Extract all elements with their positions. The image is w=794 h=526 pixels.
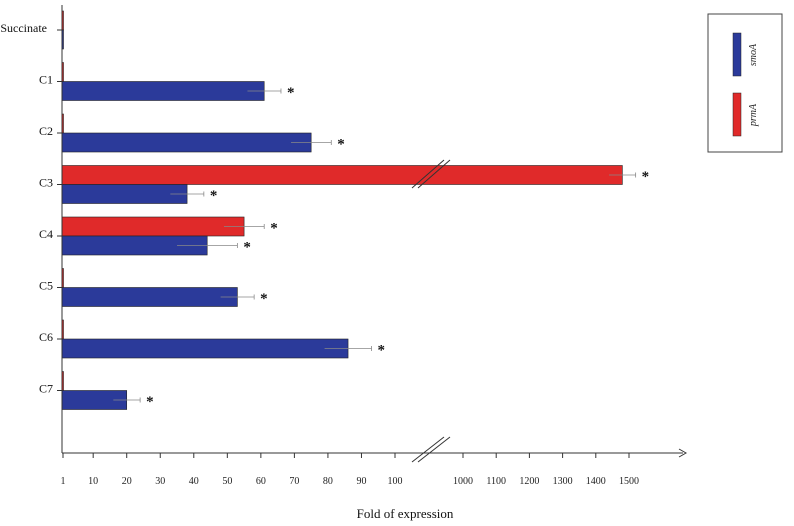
x-tick-label: 1400 (586, 476, 606, 487)
significance-star: * (337, 137, 345, 153)
smoa-bar (61, 132, 312, 153)
x-tick-label: 1300 (553, 476, 573, 487)
significance-star: * (287, 85, 295, 101)
category-label: C6 (39, 330, 53, 344)
smoa-bar (61, 81, 265, 101)
labels-layer: Succinate C1 * C2 * C3 * * C4 * * C5 * C6 * C7 * (0, 21, 649, 410)
x-tick-label: 30 (155, 476, 165, 487)
category-label: C2 (39, 124, 53, 138)
x-tick-label: 70 (289, 476, 299, 487)
prma-bar (61, 216, 245, 237)
legend: smoA prmA (707, 13, 783, 153)
smoa-bar (61, 184, 188, 204)
x-tick-label: 40 (189, 476, 199, 487)
significance-star: * (260, 291, 268, 307)
x-tick-label: 20 (122, 476, 132, 487)
x-tick-label: 80 (323, 476, 333, 487)
x-axis-title: Fold of expression (357, 506, 454, 521)
significance-star: * (146, 394, 154, 410)
bars-layer (61, 10, 637, 410)
significance-star: * (270, 221, 278, 237)
x-tick-label: 10 (88, 476, 98, 487)
category-label: C3 (39, 176, 53, 190)
significance-star: * (210, 188, 218, 204)
category-label: C4 (39, 227, 53, 241)
x-tick-label: 1100 (486, 476, 506, 487)
smoa-bar (61, 338, 349, 359)
smoa-legend-label: smoA (748, 43, 759, 66)
x-axis-arrow (678, 448, 688, 458)
category-label: C5 (39, 279, 53, 293)
smoa-bar (61, 287, 238, 307)
significance-star: * (243, 240, 251, 256)
prma-legend-swatch (732, 92, 742, 137)
x-tick-label: 1200 (519, 476, 539, 487)
category-label: C7 (39, 382, 53, 396)
axis-break-mark-bottom (411, 436, 451, 463)
category-label: Succinate (0, 21, 47, 35)
x-tick-label: 50 (222, 476, 232, 487)
significance-star: * (642, 169, 650, 185)
x-tick-label: 1000 (453, 476, 473, 487)
significance-star: * (378, 343, 386, 359)
ticks-layer: 1 10 20 30 40 50 60 70 80 90 100 1000 1100 1200 1300 14… (57, 29, 639, 487)
x-tick-label: 1 (61, 476, 66, 487)
prma-legend-label: prmA (748, 103, 759, 127)
x-tick-label: 90 (356, 476, 366, 487)
legend-frame (707, 13, 783, 153)
x-tick-label: 100 (388, 476, 403, 487)
smoa-legend-swatch (732, 32, 742, 77)
x-tick-label: 60 (256, 476, 266, 487)
x-tick-label: 1500 (619, 476, 639, 487)
prma-bar (61, 165, 623, 185)
axes-layer (61, 5, 688, 463)
axis-break-mark-bar (411, 159, 451, 189)
category-label: C1 (39, 73, 53, 87)
